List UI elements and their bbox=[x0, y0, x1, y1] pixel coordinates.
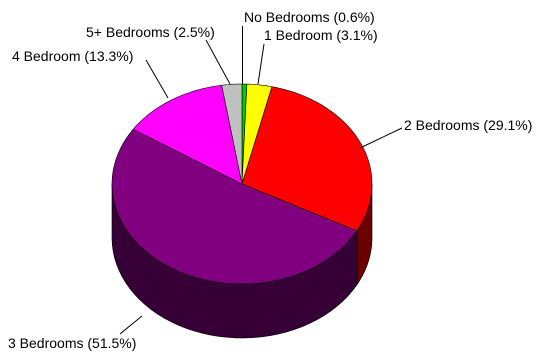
pie-slice-5 bbox=[221, 83, 243, 185]
slice-label-0: No Bedrooms (0.6%) bbox=[244, 9, 375, 25]
leader-line-4 bbox=[145, 59, 169, 99]
pie-slice-4 bbox=[132, 84, 243, 185]
slice-labels: No Bedrooms (0.6%) 1 Bedroom (3.1%) 2 Bedr… bbox=[8, 9, 532, 351]
slice-label-3: 3 Bedrooms (51.5%) bbox=[8, 335, 136, 351]
leader-line-3 bbox=[119, 315, 143, 335]
leader-lines bbox=[119, 26, 403, 335]
leader-line-2 bbox=[359, 127, 403, 149]
slice-label-5: 5+ Bedrooms (2.5%) bbox=[86, 24, 215, 40]
slice-label-4: 4 Bedroom (13.3%) bbox=[12, 48, 133, 64]
slice-label-1: 1 Bedroom (3.1%) bbox=[264, 27, 378, 43]
slice-label-2: 2 Bedrooms (29.1%) bbox=[404, 117, 532, 133]
pie-slices bbox=[111, 83, 373, 285]
pie-slice-2 bbox=[241, 86, 373, 232]
leader-line-1 bbox=[257, 43, 265, 85]
leader-line-5 bbox=[205, 39, 231, 85]
pie-slice-3 bbox=[111, 128, 358, 285]
